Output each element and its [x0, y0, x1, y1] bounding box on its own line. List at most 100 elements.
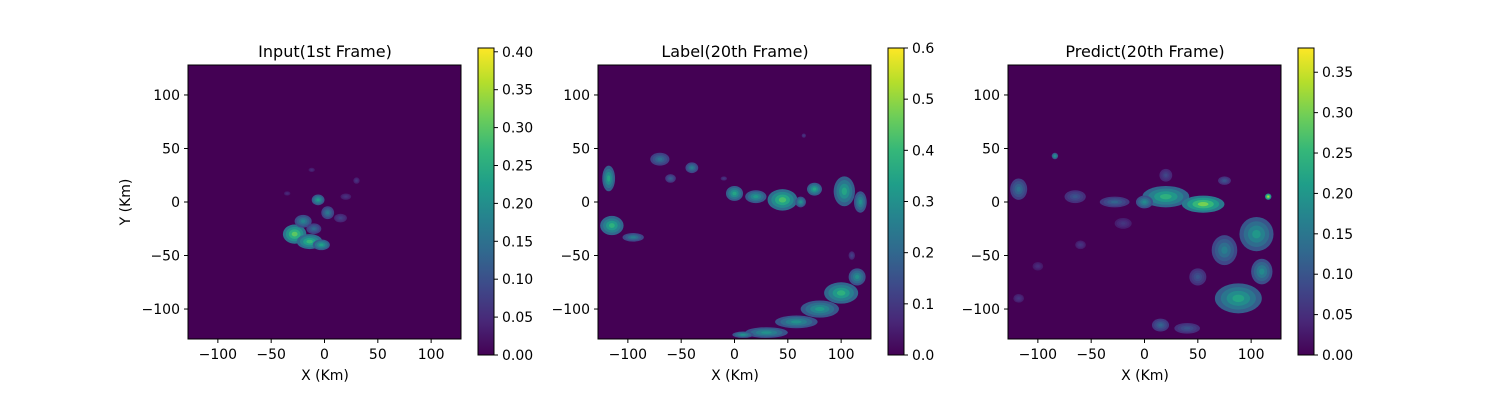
x-tick: 100: [828, 339, 855, 363]
y-tick: 100: [153, 88, 188, 104]
colorbar-tick: 0.25: [494, 158, 533, 174]
x-axis: −100 −50 0 50 100: [1019, 339, 1265, 363]
heatmap-cell: [1114, 218, 1132, 229]
colorbar-tick: 0.40: [494, 45, 533, 61]
colorbar-tick: 0.05: [1314, 308, 1353, 324]
svg-text:0.05: 0.05: [1322, 308, 1353, 324]
y-tick: −50: [560, 249, 598, 265]
svg-text:0.40: 0.40: [502, 45, 533, 61]
y-tick: 50: [982, 141, 1008, 157]
heatmap-cell: [1159, 168, 1173, 182]
x-tick: 50: [1189, 339, 1207, 363]
heatmap-cell: [1099, 196, 1130, 208]
svg-text:−50: −50: [560, 249, 590, 265]
svg-text:0.15: 0.15: [502, 234, 533, 250]
svg-text:100: 100: [1238, 347, 1265, 363]
svg-text:−100: −100: [1019, 347, 1057, 363]
svg-text:50: 50: [1189, 347, 1207, 363]
y-tick: −100: [962, 302, 1008, 318]
colorbar-tick: 0.5: [904, 92, 934, 108]
heatmap-cell: [1013, 294, 1024, 303]
svg-text:−50: −50: [256, 347, 286, 363]
heatmap-cell: [775, 315, 818, 329]
svg-text:100: 100: [828, 347, 855, 363]
colorbar-tick: 0.05: [494, 310, 533, 326]
x-axis: −100 −50 0 50 100: [609, 339, 855, 363]
heatmap-cell: [1189, 268, 1207, 286]
heatmap-cell: [1135, 195, 1154, 209]
heatmap-cell: [720, 176, 728, 181]
y-tick: 100: [563, 88, 598, 104]
y-axis: −100 −50 0 50 100: [962, 88, 1008, 318]
svg-text:0.30: 0.30: [1322, 106, 1353, 122]
y-tick: 0: [991, 195, 1008, 211]
colorbar-gradient: [887, 47, 905, 356]
y-tick: 0: [581, 195, 598, 211]
panel-label: Label(20th Frame) −100 −50 0 50 100 −100 −50 0…: [552, 41, 935, 384]
x-axis-label: X (Km): [1121, 368, 1169, 384]
heatmap-cell: [1239, 216, 1274, 252]
heatmap-cell: [283, 191, 291, 196]
heatmap-area: [1007, 64, 1282, 340]
y-tick: −100: [552, 302, 598, 318]
svg-text:0.35: 0.35: [1322, 65, 1353, 81]
svg-text:0.0: 0.0: [912, 348, 934, 364]
heatmap-cell: [665, 174, 676, 183]
x-tick: 50: [779, 339, 797, 363]
y-tick: 50: [162, 141, 188, 157]
heatmap-cell: [685, 162, 699, 174]
svg-text:0.00: 0.00: [502, 348, 533, 364]
heatmap-cell: [1151, 318, 1170, 332]
colorbar-tick: 0.2: [904, 246, 934, 262]
svg-text:0: 0: [730, 347, 739, 363]
colorbar-tick: 0.0: [904, 348, 934, 364]
heatmap-cell: [1051, 152, 1059, 160]
svg-text:0.5: 0.5: [912, 92, 934, 108]
svg-text:50: 50: [162, 141, 180, 157]
svg-text:0.20: 0.20: [502, 196, 533, 212]
heatmap-features: [600, 133, 867, 338]
colorbar-tick: 0.1: [904, 297, 934, 313]
colorbar-tick: 0.20: [1314, 186, 1353, 202]
x-tick: −100: [609, 339, 647, 363]
colorbar-tick: 0.4: [904, 143, 934, 159]
y-axis-label: Y (Km): [118, 179, 134, 227]
x-tick: −100: [1019, 339, 1057, 363]
heatmap-cell: [1214, 283, 1262, 314]
colorbar-tick: 0.25: [1314, 146, 1353, 162]
x-tick: 50: [369, 339, 387, 363]
y-tick: −50: [970, 249, 1008, 265]
heatmap-cell: [853, 191, 867, 213]
svg-text:0.2: 0.2: [912, 246, 934, 262]
heatmap-cell: [353, 177, 360, 184]
heatmap-cell: [745, 327, 788, 338]
heatmap-cell: [311, 194, 325, 206]
heatmap-cell: [622, 233, 644, 242]
y-tick: 100: [973, 88, 1008, 104]
heatmap-cell: [795, 196, 806, 208]
heatmap-cell: [340, 193, 352, 200]
svg-text:100: 100: [563, 88, 590, 104]
svg-text:0.00: 0.00: [1322, 348, 1353, 364]
x-tick: 0: [320, 339, 329, 363]
svg-text:0.6: 0.6: [912, 41, 934, 57]
svg-text:0.35: 0.35: [502, 83, 533, 99]
heatmap-cell: [1265, 193, 1272, 200]
svg-text:−50: −50: [150, 249, 180, 265]
svg-text:50: 50: [982, 141, 1000, 157]
heatmap-cell: [767, 189, 798, 211]
heatmap-area: [187, 64, 462, 340]
y-tick: −100: [142, 302, 188, 318]
colorbar-tick: 0.3: [904, 195, 934, 211]
heatmap-cell: [725, 185, 744, 201]
heatmap-cell: [732, 331, 754, 338]
colorbar-tick: 0.6: [904, 41, 934, 57]
svg-text:100: 100: [973, 88, 1000, 104]
svg-text:0.30: 0.30: [502, 121, 533, 137]
svg-text:100: 100: [153, 88, 180, 104]
heatmap-cell: [801, 133, 806, 138]
svg-text:−100: −100: [962, 302, 1000, 318]
colorbar-tick: 0.20: [494, 196, 533, 212]
colorbar-tick: 0.30: [1314, 106, 1353, 122]
